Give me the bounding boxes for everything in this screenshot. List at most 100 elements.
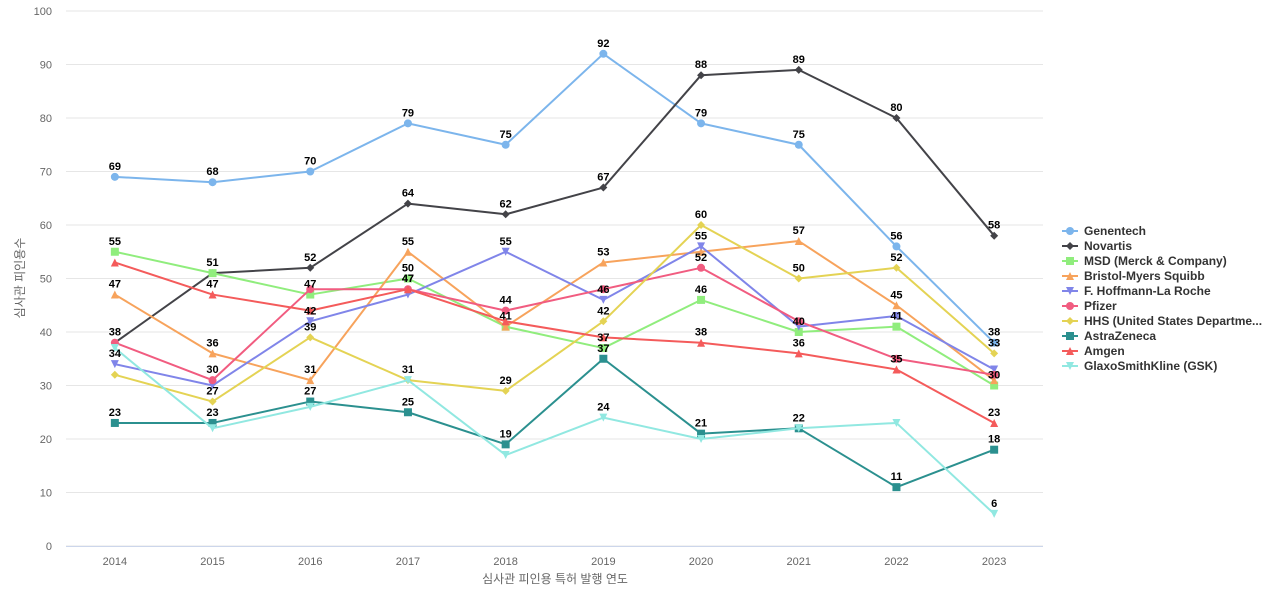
data-point[interactable] bbox=[501, 322, 510, 331]
data-point[interactable] bbox=[403, 408, 412, 417]
data-point[interactable] bbox=[892, 418, 901, 427]
data-point[interactable] bbox=[697, 435, 706, 443]
data-point[interactable] bbox=[110, 344, 119, 353]
data-point[interactable] bbox=[110, 370, 119, 379]
data-point[interactable] bbox=[794, 424, 803, 433]
data-point[interactable] bbox=[794, 140, 803, 149]
data-point[interactable] bbox=[501, 306, 510, 315]
data-point[interactable] bbox=[892, 263, 901, 272]
data-point[interactable] bbox=[501, 440, 510, 449]
data-point[interactable] bbox=[306, 397, 315, 406]
data-point[interactable] bbox=[208, 178, 217, 187]
legend-item[interactable]: HHS (United States Departme... bbox=[1062, 314, 1262, 328]
data-point[interactable] bbox=[794, 274, 803, 283]
data-point[interactable] bbox=[697, 242, 706, 251]
data-point[interactable] bbox=[501, 451, 510, 460]
data-point[interactable] bbox=[990, 418, 999, 427]
data-point[interactable] bbox=[794, 328, 803, 336]
data-point[interactable] bbox=[501, 210, 510, 219]
data-point[interactable] bbox=[306, 317, 315, 326]
data-point[interactable] bbox=[794, 317, 803, 326]
data-point[interactable] bbox=[110, 247, 119, 256]
data-point[interactable] bbox=[501, 247, 510, 256]
data-point[interactable] bbox=[599, 295, 608, 304]
data-point[interactable] bbox=[892, 322, 901, 331]
data-point[interactable] bbox=[697, 295, 706, 304]
data-point[interactable] bbox=[990, 231, 999, 240]
data-point[interactable] bbox=[990, 338, 999, 347]
data-point[interactable] bbox=[599, 413, 608, 422]
data-point[interactable] bbox=[599, 183, 608, 192]
legend-marker[interactable] bbox=[1066, 332, 1074, 340]
data-point[interactable] bbox=[794, 65, 803, 74]
legend-item[interactable]: MSD (Merck & Company) bbox=[1062, 254, 1227, 268]
data-point[interactable] bbox=[990, 445, 999, 454]
data-point[interactable] bbox=[208, 269, 217, 278]
data-point[interactable] bbox=[599, 333, 608, 342]
legend-marker[interactable] bbox=[1066, 227, 1074, 235]
legend-item[interactable]: Pfizer bbox=[1062, 299, 1117, 313]
data-point[interactable] bbox=[208, 418, 217, 427]
data-point[interactable] bbox=[892, 365, 901, 374]
data-point[interactable] bbox=[599, 344, 608, 353]
data-point[interactable] bbox=[599, 258, 608, 267]
data-point[interactable] bbox=[110, 360, 119, 369]
data-point[interactable] bbox=[990, 365, 999, 374]
data-point[interactable] bbox=[306, 263, 315, 272]
data-point[interactable] bbox=[599, 285, 608, 294]
data-point[interactable] bbox=[697, 119, 706, 128]
data-point[interactable] bbox=[599, 49, 608, 58]
legend-marker[interactable] bbox=[1066, 242, 1074, 250]
data-point[interactable] bbox=[403, 376, 412, 385]
data-point[interactable] bbox=[208, 290, 217, 299]
data-point[interactable] bbox=[208, 397, 217, 406]
data-point[interactable] bbox=[697, 71, 706, 80]
data-point[interactable] bbox=[306, 290, 315, 299]
data-point[interactable] bbox=[599, 317, 608, 326]
data-point[interactable] bbox=[306, 333, 315, 342]
data-point[interactable] bbox=[306, 285, 315, 294]
data-point[interactable] bbox=[501, 386, 510, 395]
data-point[interactable] bbox=[110, 290, 119, 299]
data-point[interactable] bbox=[697, 338, 706, 347]
data-point[interactable] bbox=[599, 354, 608, 363]
data-point[interactable] bbox=[501, 140, 510, 149]
data-point[interactable] bbox=[306, 167, 315, 176]
data-point[interactable] bbox=[208, 424, 217, 433]
data-point[interactable] bbox=[110, 258, 119, 267]
legend-marker[interactable] bbox=[1066, 257, 1074, 265]
data-point[interactable] bbox=[697, 263, 706, 272]
legend-item[interactable]: Novartis bbox=[1062, 239, 1132, 253]
legend-item[interactable]: F. Hoffmann-La Roche bbox=[1062, 284, 1211, 298]
legend-item[interactable]: Bristol-Myers Squibb bbox=[1062, 269, 1205, 283]
legend-item[interactable]: Genentech bbox=[1062, 224, 1146, 238]
data-point[interactable] bbox=[110, 418, 119, 427]
data-point[interactable] bbox=[306, 402, 315, 411]
data-point[interactable] bbox=[990, 370, 999, 379]
data-point[interactable] bbox=[306, 376, 315, 385]
data-point[interactable] bbox=[892, 301, 901, 310]
data-point[interactable] bbox=[403, 274, 412, 283]
legend-marker[interactable] bbox=[1066, 317, 1074, 325]
data-point[interactable] bbox=[892, 114, 901, 122]
legend-marker[interactable] bbox=[1066, 302, 1074, 310]
legend-item[interactable]: Amgen bbox=[1062, 344, 1125, 358]
legend-marker[interactable] bbox=[1066, 287, 1074, 295]
data-point[interactable] bbox=[990, 349, 999, 358]
data-point[interactable] bbox=[892, 354, 901, 363]
data-point[interactable] bbox=[794, 237, 803, 246]
data-point[interactable] bbox=[892, 311, 901, 320]
data-point[interactable] bbox=[403, 285, 412, 294]
data-point[interactable] bbox=[403, 247, 412, 256]
data-point[interactable] bbox=[306, 306, 315, 315]
legend-marker[interactable] bbox=[1066, 362, 1074, 370]
data-point[interactable] bbox=[892, 242, 901, 251]
data-point[interactable] bbox=[990, 376, 999, 385]
legend-item[interactable]: AstraZeneca bbox=[1062, 329, 1156, 343]
data-point[interactable] bbox=[208, 376, 217, 385]
legend-marker[interactable] bbox=[1066, 347, 1074, 355]
data-point[interactable] bbox=[403, 199, 412, 208]
data-point[interactable] bbox=[110, 172, 119, 181]
data-point[interactable] bbox=[208, 349, 217, 358]
data-point[interactable] bbox=[794, 349, 803, 358]
